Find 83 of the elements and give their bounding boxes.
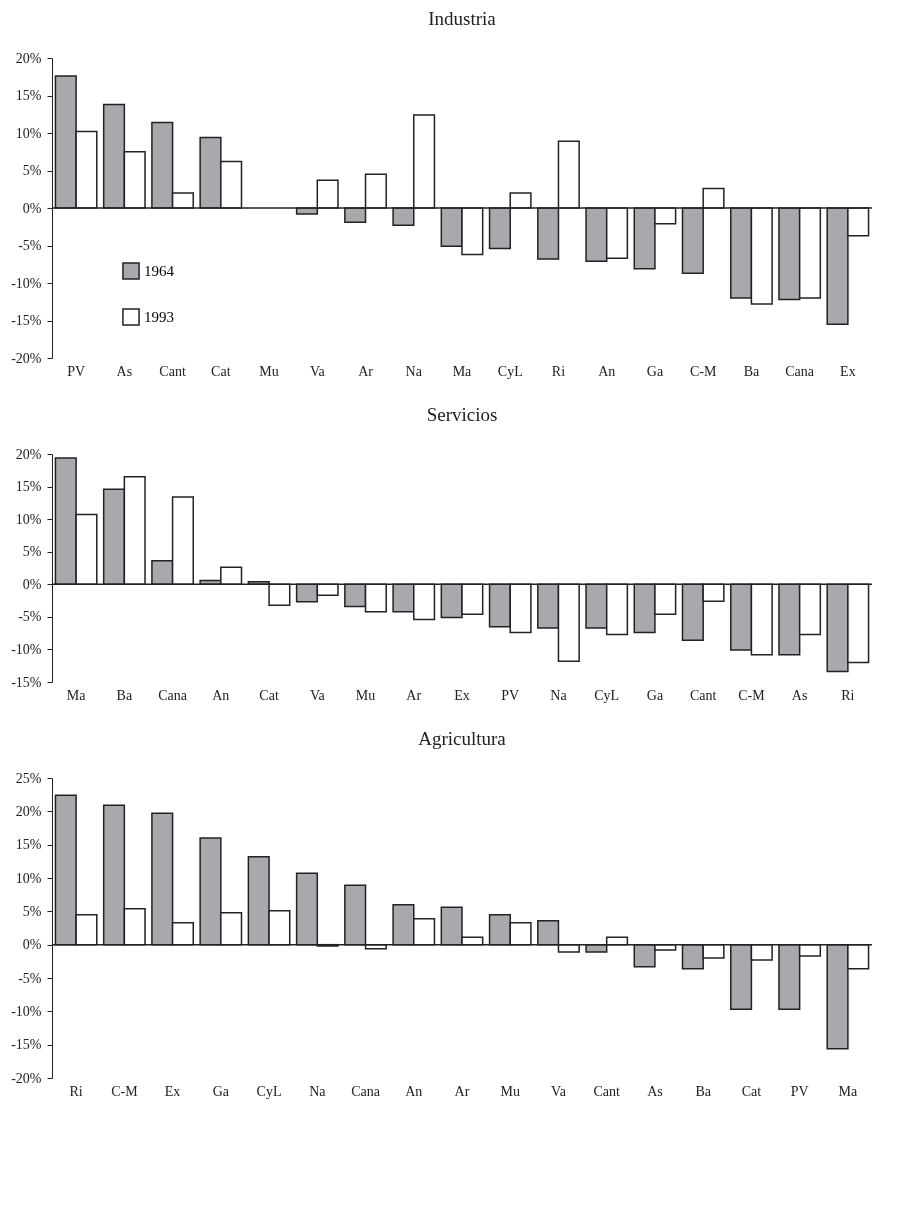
chart-title: Agricultura xyxy=(418,728,507,749)
x-tick-label: Ga xyxy=(646,687,664,703)
x-tick-label: As xyxy=(647,1083,663,1099)
legend-label: 1964 xyxy=(144,263,175,279)
x-tick-label: Cana xyxy=(158,687,188,703)
x-tick-label: Mu xyxy=(355,687,376,703)
x-tick-label: Ex xyxy=(164,1083,181,1099)
x-tick-label: Cat xyxy=(211,363,231,379)
x-tick-label: Ar xyxy=(358,363,374,379)
x-tick-label: As xyxy=(791,687,808,703)
y-tick-label: -10% xyxy=(11,275,42,291)
y-tick-label: 20% xyxy=(15,50,42,66)
x-tick-label: Ma xyxy=(838,1083,858,1099)
x-tick-label: Ar xyxy=(406,687,422,703)
y-tick-label: 10% xyxy=(15,511,42,527)
x-tick-label: PV xyxy=(790,1083,809,1099)
y-tick-label: 15% xyxy=(15,88,42,103)
y-tick-label: 0% xyxy=(22,576,42,592)
x-tick-label: Ma xyxy=(66,687,87,703)
x-tick-label: As xyxy=(116,363,133,379)
y-tick-label: -10% xyxy=(11,641,42,657)
x-tick-label: Ex xyxy=(840,363,856,379)
y-tick-label: -5% xyxy=(18,609,42,625)
y-tick-label: 20% xyxy=(15,803,42,819)
x-tick-label: Cat xyxy=(741,1083,762,1099)
y-tick-label: 15% xyxy=(15,837,42,853)
x-tick-label: C-M xyxy=(689,363,717,379)
legend-label: 1993 xyxy=(144,309,174,325)
y-tick-label: -15% xyxy=(11,674,42,690)
x-tick-label: Cana xyxy=(351,1083,381,1099)
chart-title: Servicios xyxy=(426,404,498,425)
y-tick-label: 10% xyxy=(15,870,42,886)
y-tick-label: 5% xyxy=(22,544,42,560)
y-tick-label: -15% xyxy=(11,1037,42,1053)
chart-title: Industria xyxy=(428,8,497,29)
y-tick-label: 25% xyxy=(15,770,42,786)
x-tick-label: PV xyxy=(501,687,520,703)
x-tick-label: Va xyxy=(309,687,326,703)
y-tick-label: 20% xyxy=(15,446,42,462)
x-tick-label: Cant xyxy=(689,687,717,703)
x-tick-label: Mu xyxy=(500,1083,520,1099)
y-tick-label: 5% xyxy=(22,903,42,919)
y-tick-label: 0% xyxy=(22,200,42,216)
y-tick-label: -5% xyxy=(18,970,42,986)
x-tick-label: Cant xyxy=(159,363,186,379)
x-tick-label: An xyxy=(212,687,230,703)
x-tick-label: Ar xyxy=(454,1083,470,1099)
x-tick-label: Cat xyxy=(259,687,279,703)
x-tick-label: CyL xyxy=(497,363,523,379)
x-tick-label: Ex xyxy=(454,687,470,703)
x-tick-label: Cant xyxy=(593,1083,621,1099)
x-tick-label: Ri xyxy=(69,1083,83,1099)
x-tick-label: An xyxy=(405,1083,423,1099)
x-tick-label: CyL xyxy=(594,687,620,703)
x-tick-label: Va xyxy=(551,1083,567,1099)
x-tick-label: Ma xyxy=(452,363,473,379)
x-tick-label: An xyxy=(598,363,616,379)
x-tick-label: Ba xyxy=(695,1083,712,1099)
y-tick-label: 10% xyxy=(15,125,42,141)
x-tick-label: Mu xyxy=(259,363,279,379)
x-tick-label: PV xyxy=(67,363,86,379)
y-tick-label: 15% xyxy=(15,479,42,495)
x-tick-label: Ba xyxy=(116,687,133,703)
x-tick-label: C-M xyxy=(111,1083,139,1099)
x-tick-label: Ga xyxy=(646,363,664,379)
x-tick-label: Ga xyxy=(212,1083,230,1099)
y-tick-label: -5% xyxy=(18,238,42,253)
x-tick-label: Ri xyxy=(841,687,855,703)
x-tick-label: Na xyxy=(309,1083,327,1099)
x-tick-label: Ri xyxy=(551,363,566,379)
y-tick-label: -20% xyxy=(11,350,42,366)
y-tick-label: -10% xyxy=(11,1003,42,1019)
y-tick-label: 0% xyxy=(22,937,42,953)
x-tick-label: Na xyxy=(405,363,423,379)
x-tick-label: Ba xyxy=(743,363,760,379)
x-tick-label: Cana xyxy=(785,363,815,379)
x-tick-label: CyL xyxy=(256,1083,282,1099)
y-tick-label: 5% xyxy=(22,163,42,178)
x-tick-label: Na xyxy=(550,687,568,703)
y-tick-label: -15% xyxy=(11,313,42,328)
x-tick-label: Va xyxy=(309,363,326,379)
y-tick-label: -20% xyxy=(11,1070,42,1086)
x-tick-label: C-M xyxy=(738,687,766,703)
